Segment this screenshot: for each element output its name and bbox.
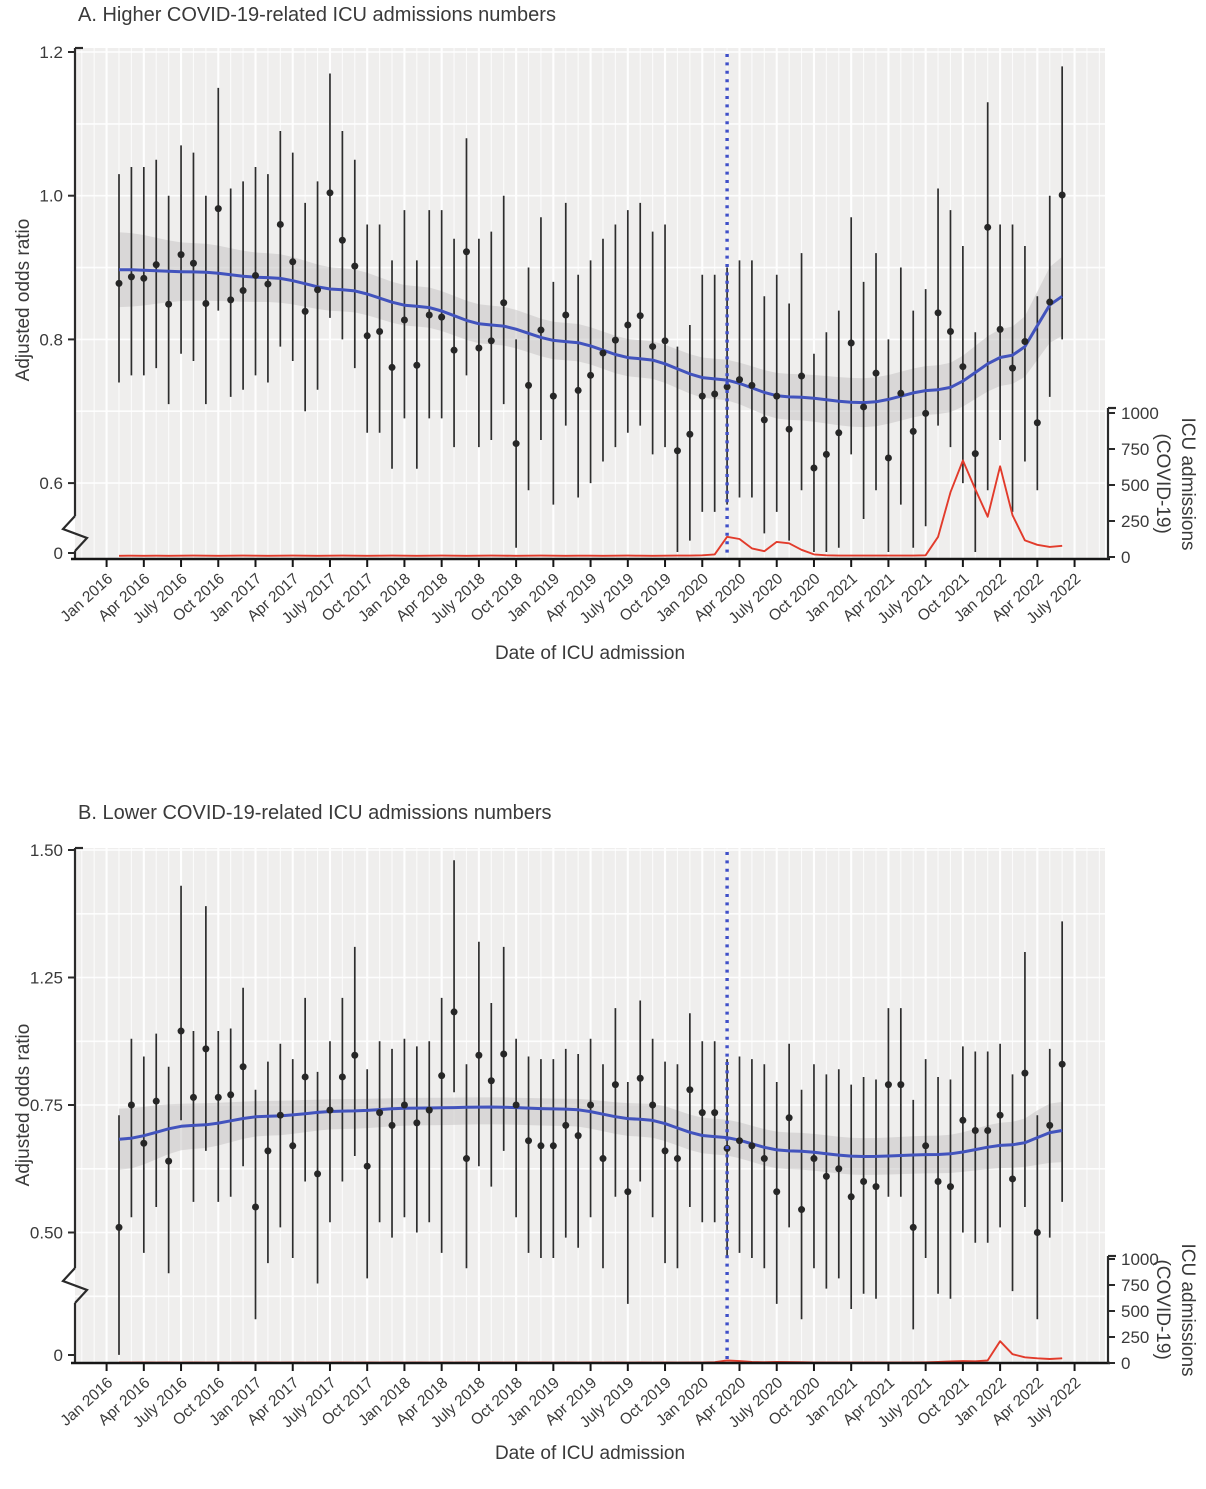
svg-text:0.8: 0.8	[39, 330, 63, 349]
svg-text:500: 500	[1121, 476, 1149, 495]
svg-text:1.2: 1.2	[39, 43, 63, 62]
odds-ratio-points	[115, 1008, 1066, 1236]
panel-b: B. Lower COVID-19-related ICU admissions…	[0, 745, 1206, 1489]
svg-text:500: 500	[1121, 1302, 1149, 1321]
svg-text:0: 0	[1121, 548, 1130, 567]
svg-text:250: 250	[1121, 1328, 1149, 1347]
panel-b-y-axis-label: Adjusted odds ratio	[13, 1023, 34, 1187]
panel-a-x-axis-label: Date of ICU admission	[494, 643, 686, 664]
svg-text:0.75: 0.75	[30, 1096, 63, 1115]
panel-b-right-axis-label: ICU admissions (COVID-19)	[1152, 1243, 1198, 1377]
icu-admissions-line	[118, 459, 1063, 557]
trend-line	[118, 1105, 1063, 1158]
panel-b-title: B. Lower COVID-19-related ICU admissions…	[78, 802, 552, 824]
svg-text:0: 0	[1121, 1354, 1130, 1373]
svg-text:1.25: 1.25	[30, 969, 63, 988]
panel-b-x-axis-label: Date of ICU admission	[494, 1443, 686, 1464]
y-axis-break-mark	[61, 515, 89, 552]
svg-text:1000: 1000	[1121, 404, 1159, 423]
panel-a-y-axis-label: Adjusted odds ratio	[13, 218, 34, 382]
svg-text:250: 250	[1121, 512, 1149, 531]
svg-text:0.50: 0.50	[30, 1224, 63, 1243]
y-axis-break-mark	[61, 1267, 89, 1304]
svg-text:750: 750	[1121, 440, 1149, 459]
svg-text:0: 0	[54, 544, 63, 563]
panel-a-right-axis-label: ICU admissions (COVID-19)	[1152, 417, 1198, 551]
svg-text:0: 0	[54, 1346, 63, 1365]
panel-a-title: A. Higher COVID-19-related ICU admission…	[78, 4, 556, 26]
svg-text:750: 750	[1121, 1276, 1149, 1295]
trend-line	[118, 268, 1064, 405]
svg-text:1.0: 1.0	[39, 187, 63, 206]
odds-ratio-points	[115, 189, 1066, 472]
svg-text:1.50: 1.50	[30, 841, 63, 860]
panel-a: A. Higher COVID-19-related ICU admission…	[13, 4, 1198, 664]
svg-text:0.6: 0.6	[39, 474, 63, 493]
svg-text:1000: 1000	[1121, 1250, 1159, 1269]
